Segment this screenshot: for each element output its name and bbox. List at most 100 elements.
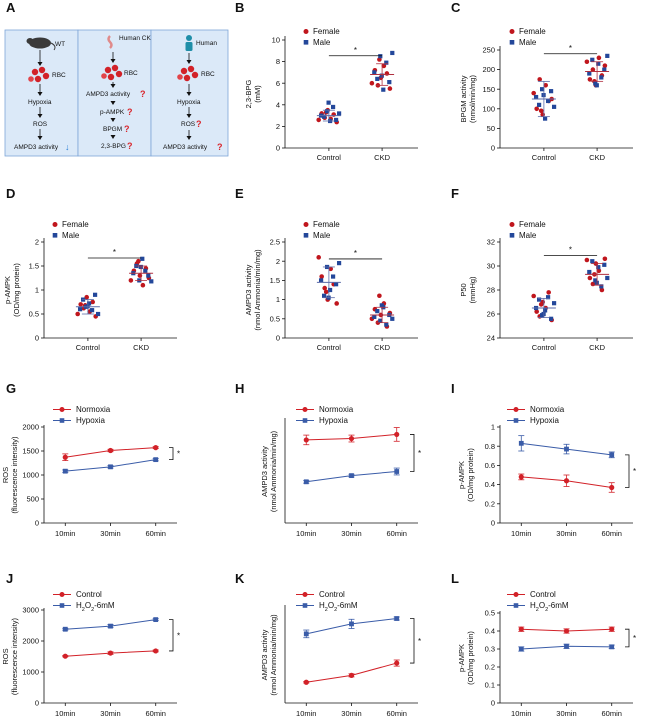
panel-letter: I (451, 381, 455, 396)
y-tick-label: 26 (487, 310, 495, 319)
x-tick-label: Control (532, 153, 557, 162)
col2-header: Human CKD (119, 35, 156, 42)
legend-label-part: O (328, 601, 334, 610)
data-point-male (321, 114, 327, 119)
chart-D: D 0 0.5 1 1.5 2 Control CKD p-AMPK(OD/mg protein… (3, 186, 177, 352)
data-point-male (605, 53, 610, 58)
y-axis-title-line: (fluorescence intensity) (10, 617, 19, 695)
x-tick-label: 10min (55, 529, 75, 538)
col3-step-hypoxia: Hypoxia (177, 99, 201, 106)
significance-bracket (410, 434, 415, 472)
data-point (348, 672, 355, 678)
legend-marker (513, 592, 519, 597)
data-point-male (533, 94, 539, 100)
data-point (153, 445, 159, 451)
data-point-male (86, 301, 92, 306)
data-point-female (531, 90, 536, 96)
panel-letter: H (235, 381, 244, 396)
y-tick-label: 1 (491, 423, 495, 432)
x-tick-label: 60min (146, 709, 166, 718)
data-point-female (596, 55, 602, 61)
legend-label-part: 2 (325, 607, 328, 613)
y-axis-title-line: (nmol Ammonia/min/mg) (269, 430, 278, 512)
y-tick-label: 28 (487, 286, 495, 295)
x-tick-label: 10min (55, 709, 75, 718)
y-tick-label: 1 (35, 286, 39, 295)
y-tick-label: 2 (276, 257, 280, 266)
y-tick-label: 3000 (22, 606, 39, 615)
data-point (518, 626, 524, 632)
data-point (609, 484, 615, 491)
y-axis-title: BPGM activity(nmol/min/mg) (459, 75, 477, 123)
data-point-male (605, 275, 610, 281)
y-tick-label: 0 (491, 144, 495, 153)
legend-label: H2O2-6mM (530, 601, 569, 613)
data-point-male (596, 265, 601, 270)
y-tick-label: 1 (276, 295, 280, 304)
data-point-female (75, 311, 80, 317)
y-axis-title: AMPD3 activity(nmol Ammonia/min/mg) (260, 430, 278, 512)
data-point-male (336, 111, 342, 116)
legend-label-part: H (76, 601, 82, 610)
legend-marker-male (303, 233, 309, 238)
legend-marker-male (52, 233, 58, 238)
y-tick-label: 6 (276, 79, 280, 88)
data-point (563, 628, 570, 634)
legend-label-part: -6mM (94, 601, 115, 610)
chart-K: K 10min 30min 60min AMPD3 activity(nmol Ammo… (235, 571, 421, 718)
panel-letter: B (235, 0, 244, 15)
data-point-female (384, 71, 390, 76)
data-point-female (534, 309, 539, 314)
y-axis-title-line: BPGM activity (459, 75, 468, 122)
x-tick-label: CKD (589, 153, 605, 162)
legend-marker-male (509, 233, 515, 238)
legend-marker-female (509, 222, 515, 227)
x-tick-label: Control (532, 343, 557, 352)
legend-label-female: Female (519, 27, 546, 36)
y-tick-label: 10 (272, 36, 280, 45)
question-mark: ? (127, 141, 133, 151)
data-point (303, 679, 309, 685)
data-point-male (602, 67, 607, 72)
data-point-female (328, 266, 333, 272)
col3-header: Human (196, 40, 217, 47)
y-axis-title-line: p-AMPK (3, 276, 12, 304)
data-point-male (321, 293, 327, 298)
data-point-male (336, 261, 342, 266)
col1-step-ampd3: AMPD3 activity (14, 144, 59, 151)
legend-label: Hypoxia (319, 416, 348, 425)
data-point (62, 454, 68, 460)
data-point (394, 616, 400, 621)
significance-star: * (177, 631, 180, 640)
x-tick-label: 10min (296, 529, 316, 538)
y-axis-title: AMPD3 activity(nmol Ammonia/min/mg) (244, 249, 262, 331)
data-point (108, 464, 113, 470)
data-point-female (369, 80, 375, 86)
data-point-male (387, 80, 392, 85)
data-point-male (390, 50, 395, 56)
data-point-male (327, 287, 333, 293)
legend-label-male: Male (519, 38, 537, 47)
significance-star: * (177, 450, 180, 459)
data-point-male (590, 259, 595, 264)
col2-step-pampk: p-AMPK (100, 109, 125, 116)
panel-letter: F (451, 186, 459, 201)
chart-I: I 0 0.2 0.4 0.6 0.8 1 10min 30min 60min p-AMPK(OD/… (451, 381, 636, 538)
col2-step-rbc: RBC (124, 70, 138, 77)
panel-a-letter: A (6, 0, 16, 15)
y-tick-label: 2000 (22, 423, 39, 432)
data-point-female (90, 299, 95, 305)
data-point-female (128, 278, 134, 283)
col3-step-ampd3: AMPD3 activity (163, 144, 208, 151)
legend-marker-female (52, 222, 58, 227)
data-point-female (316, 117, 321, 123)
data-point-male (324, 109, 330, 114)
y-tick-label: 0 (491, 699, 495, 708)
legend-label-part: H (530, 601, 536, 610)
panel-letter: C (451, 0, 461, 15)
y-axis-title-line: (nmol Ammonia/min/mg) (269, 614, 278, 696)
y-tick-label: 1.5 (29, 262, 39, 271)
significance-bracket (625, 454, 630, 488)
x-tick-label: 30min (100, 529, 120, 538)
